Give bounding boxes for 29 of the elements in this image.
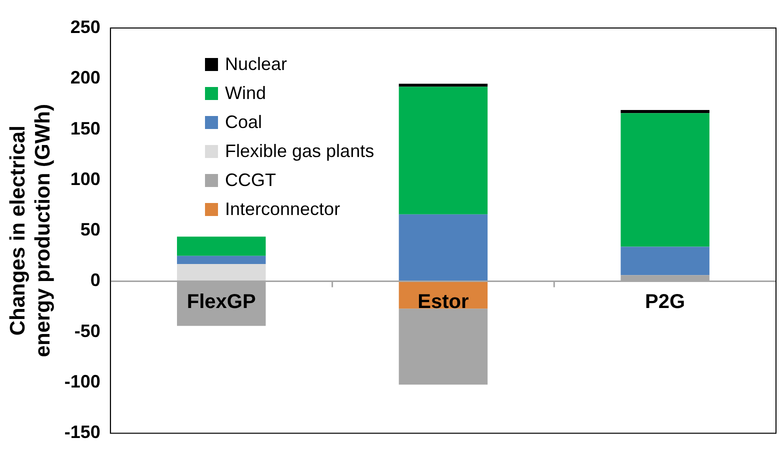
bar <box>620 110 710 114</box>
y-tick-label: 200 <box>70 68 100 88</box>
legend-label: CCGT <box>225 170 276 191</box>
legend-label: Nuclear <box>225 54 288 75</box>
y-tick-label: 0 <box>90 270 100 290</box>
y-tick-label: 250 <box>70 16 100 37</box>
legend-label: Coal <box>225 112 262 133</box>
y-tick-label: -100 <box>64 372 100 392</box>
x-tick-label: Estor <box>418 290 469 313</box>
legend-label: Flexible gas plants <box>225 141 374 162</box>
legend-label: Interconnector <box>225 199 340 220</box>
y-axis-title: Changes in electrical energy production (GWh) <box>6 104 55 358</box>
x-tick-label: FlexGP <box>186 290 256 313</box>
bar <box>620 113 710 247</box>
bar <box>398 84 488 87</box>
bar <box>620 246 710 276</box>
bar <box>176 236 266 256</box>
bar <box>398 214 488 282</box>
y-tick-label: 100 <box>70 168 100 189</box>
bar <box>398 308 488 385</box>
bar <box>176 264 266 282</box>
legend-label: Wind <box>225 83 266 104</box>
bar <box>176 256 266 264</box>
y-tick-label: 150 <box>70 118 100 138</box>
y-tick-label: -150 <box>64 422 100 442</box>
x-tick-label: P2G <box>645 290 686 313</box>
y-tick-label: 50 <box>80 220 100 240</box>
y-tick-label: -50 <box>74 320 100 341</box>
bar <box>398 86 488 214</box>
